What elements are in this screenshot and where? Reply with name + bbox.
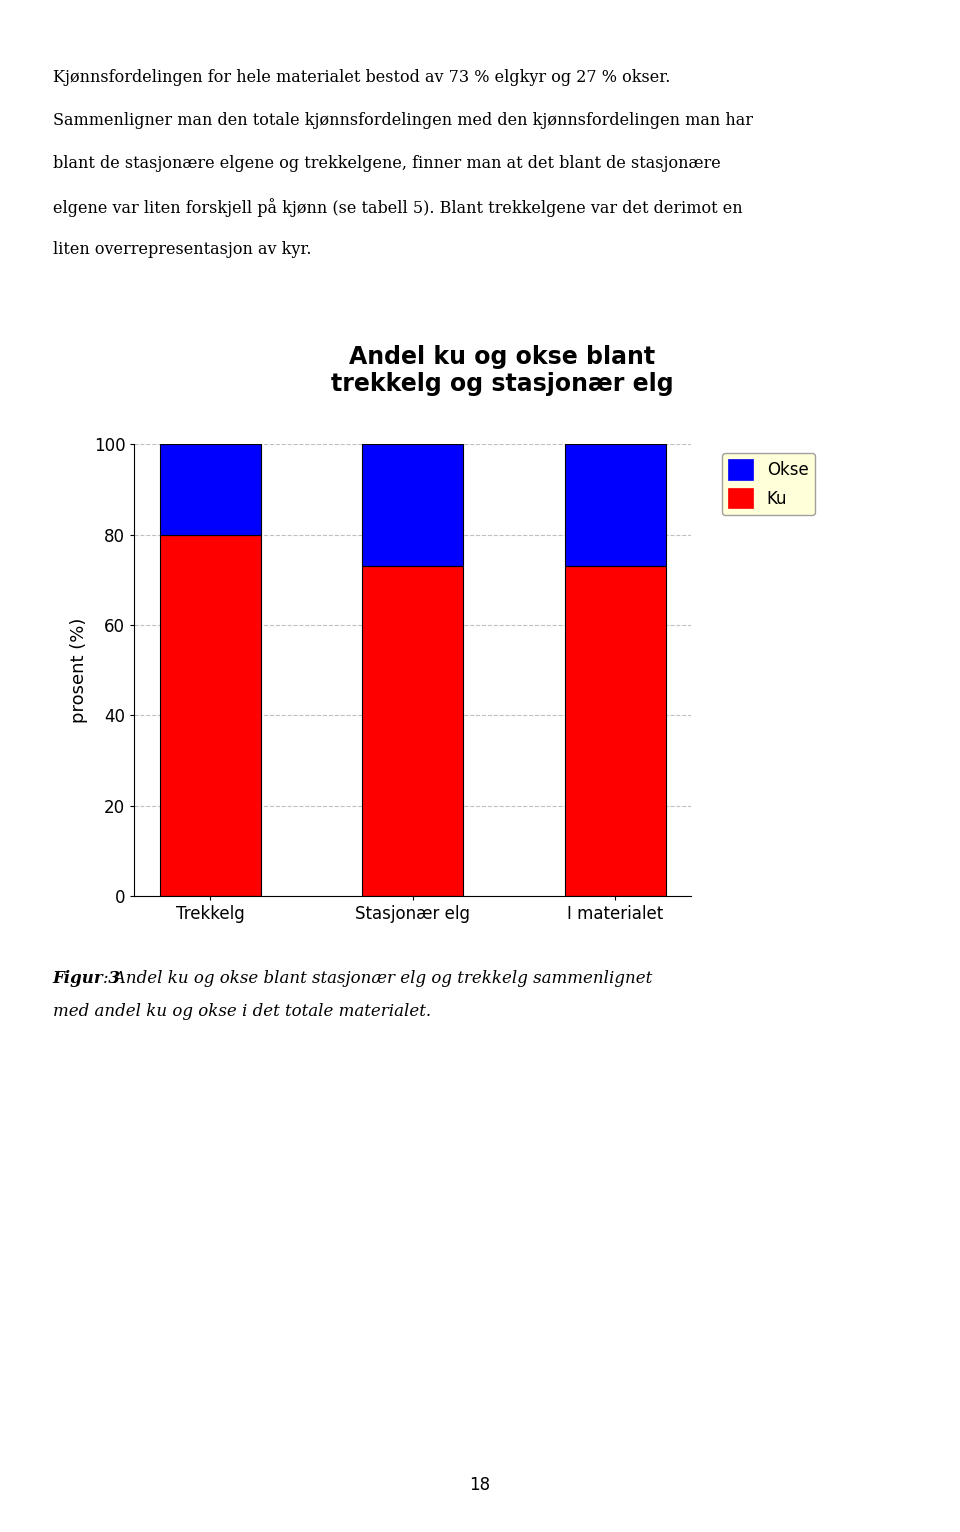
Text: Andel ku og okse blant
trekkelg og stasjonær elg: Andel ku og okse blant trekkelg og stasj… bbox=[331, 345, 674, 397]
Text: med andel ku og okse i det totale materialet.: med andel ku og okse i det totale materi… bbox=[53, 1003, 431, 1020]
Text: liten overrepresentasjon av kyr.: liten overrepresentasjon av kyr. bbox=[53, 241, 311, 257]
Text: elgene var liten forskjell på kjønn (se tabell 5). Blant trekkelgene var det der: elgene var liten forskjell på kjønn (se … bbox=[53, 198, 742, 216]
Text: Kjønnsfordelingen for hele materialet bestod av 73 % elgkyr og 27 % okser.: Kjønnsfordelingen for hele materialet be… bbox=[53, 69, 670, 86]
Text: : Andel ku og okse blant stasjonær elg og trekkelg sammenlignet: : Andel ku og okse blant stasjonær elg o… bbox=[103, 970, 652, 987]
Text: Sammenligner man den totale kjønnsfordelingen med den kjønnsfordelingen man har: Sammenligner man den totale kjønnsfordel… bbox=[53, 112, 753, 129]
Bar bbox=[159, 535, 261, 896]
Text: 18: 18 bbox=[469, 1475, 491, 1494]
Bar bbox=[362, 444, 464, 567]
Bar bbox=[159, 444, 261, 535]
Legend: Okse, Ku: Okse, Ku bbox=[722, 452, 815, 515]
Bar bbox=[564, 444, 666, 567]
Bar bbox=[564, 567, 666, 896]
Bar bbox=[362, 567, 464, 896]
Text: Figur 3: Figur 3 bbox=[53, 970, 121, 987]
Text: blant de stasjonære elgene og trekkelgene, finner man at det blant de stasjonære: blant de stasjonære elgene og trekkelgen… bbox=[53, 155, 721, 172]
Y-axis label: prosent (%): prosent (%) bbox=[70, 617, 88, 723]
